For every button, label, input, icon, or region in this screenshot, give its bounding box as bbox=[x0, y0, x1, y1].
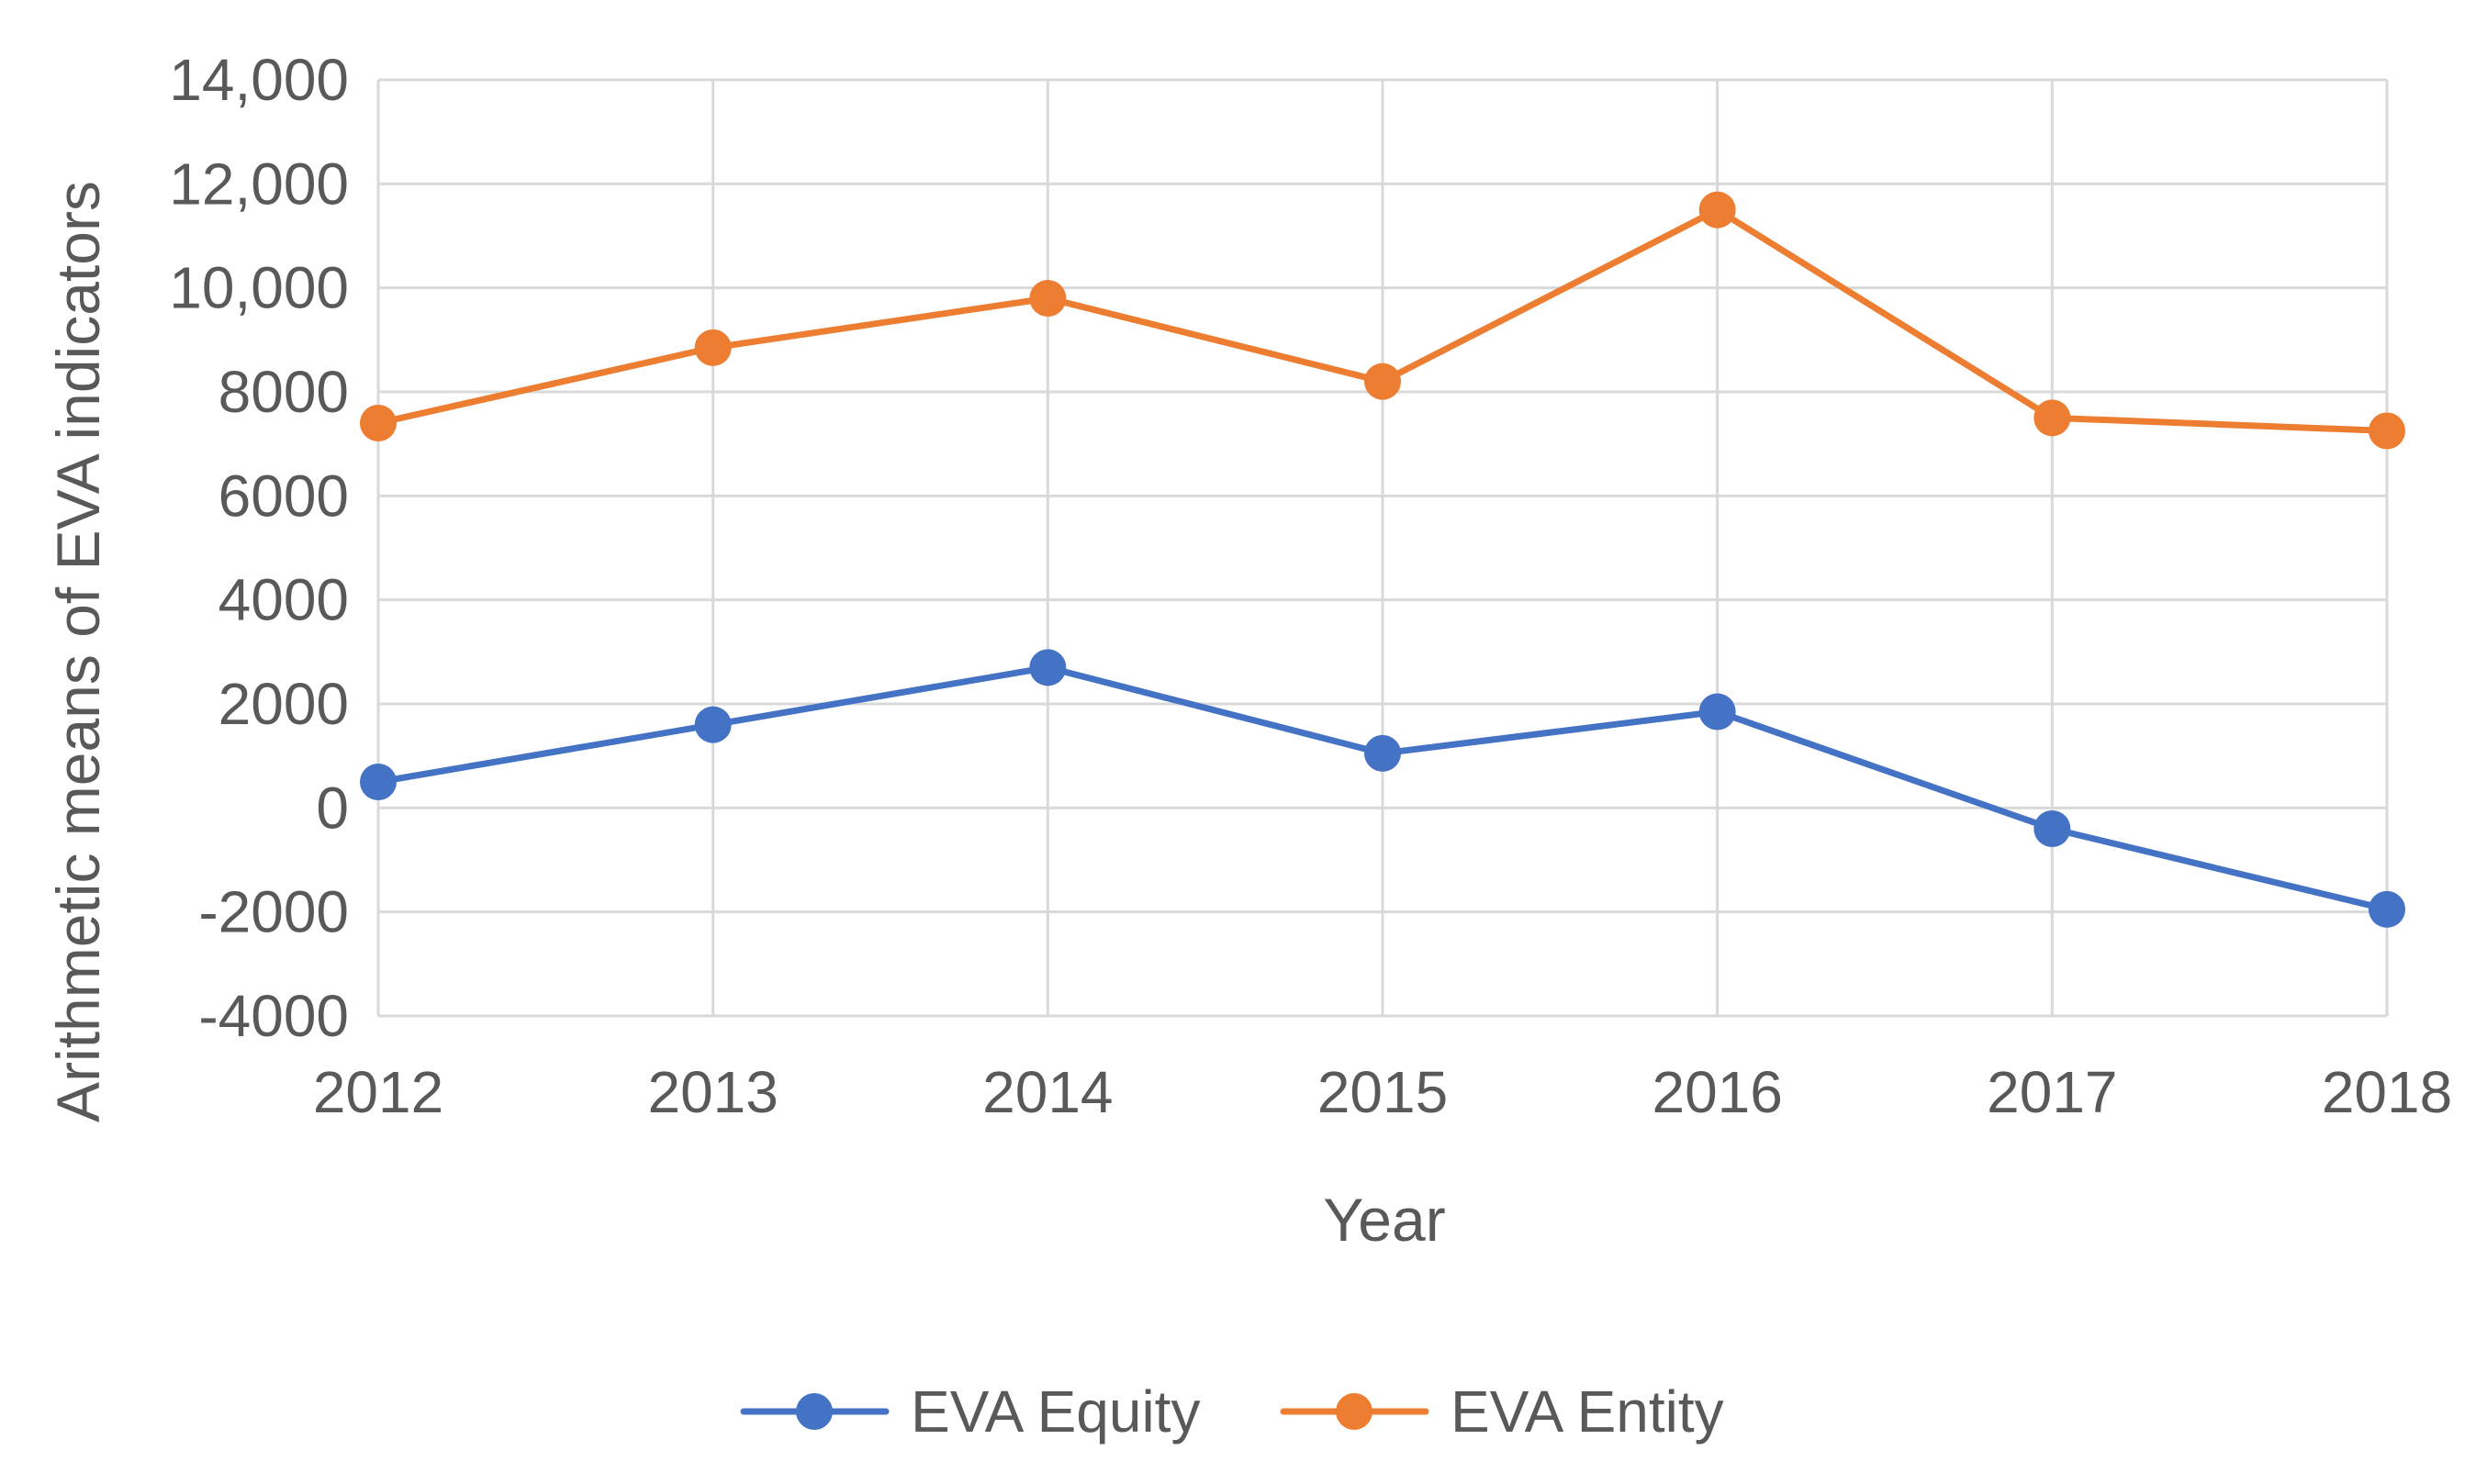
x-tick-label: 2017 bbox=[1987, 1059, 2117, 1125]
gridlines bbox=[376, 78, 2389, 1018]
x-axis-tick-labels: 2012 2013 2014 2015 2016 2017 2018 bbox=[313, 1059, 2452, 1125]
y-axis-title: Arithmetic means of EVA indicators bbox=[44, 181, 112, 1122]
data-point-eva-equity bbox=[1029, 649, 1067, 686]
y-tick-label: -2000 bbox=[198, 879, 349, 945]
data-point-eva-entity bbox=[2033, 399, 2071, 437]
y-tick-label: 14,000 bbox=[169, 47, 349, 113]
data-point-eva-equity bbox=[1364, 734, 1401, 772]
data-point-eva-entity bbox=[360, 405, 397, 441]
legend-marker-eva-equity bbox=[796, 1393, 833, 1430]
data-point-eva-equity bbox=[1698, 693, 1736, 731]
y-tick-label: 2000 bbox=[218, 671, 349, 737]
data-point-eva-entity bbox=[1029, 280, 1067, 317]
legend-label-eva-entity: EVA Entity bbox=[1451, 1378, 1724, 1445]
x-tick-label: 2016 bbox=[1652, 1059, 1782, 1125]
data-point-eva-entity bbox=[1698, 191, 1736, 229]
data-point-eva-entity bbox=[694, 329, 732, 366]
x-tick-label: 2014 bbox=[982, 1059, 1113, 1125]
legend-marker-eva-entity bbox=[1336, 1393, 1372, 1430]
series-markers bbox=[360, 191, 2405, 928]
y-tick-label: 10,000 bbox=[169, 255, 349, 321]
y-tick-label: 12,000 bbox=[169, 151, 349, 217]
data-point-eva-entity bbox=[2369, 412, 2405, 450]
data-point-eva-entity bbox=[1364, 363, 1401, 400]
data-point-eva-equity bbox=[694, 706, 732, 743]
x-axis-title: Year bbox=[1323, 1186, 1445, 1254]
legend: EVA Equity EVA Entity bbox=[740, 1378, 1724, 1445]
y-tick-label: 8000 bbox=[218, 359, 349, 425]
y-tick-label: -4000 bbox=[198, 983, 349, 1049]
data-point-eva-equity bbox=[360, 764, 397, 800]
y-tick-label: 6000 bbox=[218, 463, 349, 529]
x-tick-label: 2015 bbox=[1317, 1059, 1448, 1125]
data-point-eva-equity bbox=[2033, 810, 2071, 847]
y-axis-tick-labels: -4000 -2000 0 2000 4000 6000 8000 10,000 12,000 1… bbox=[169, 47, 349, 1049]
legend-label-eva-equity: EVA Equity bbox=[911, 1378, 1200, 1445]
data-point-eva-equity bbox=[2369, 890, 2405, 928]
x-tick-label: 2013 bbox=[647, 1059, 778, 1125]
y-tick-label: 4000 bbox=[218, 567, 349, 633]
x-tick-label: 2012 bbox=[313, 1059, 443, 1125]
x-tick-label: 2018 bbox=[2322, 1059, 2452, 1125]
y-tick-label: 0 bbox=[316, 775, 349, 841]
